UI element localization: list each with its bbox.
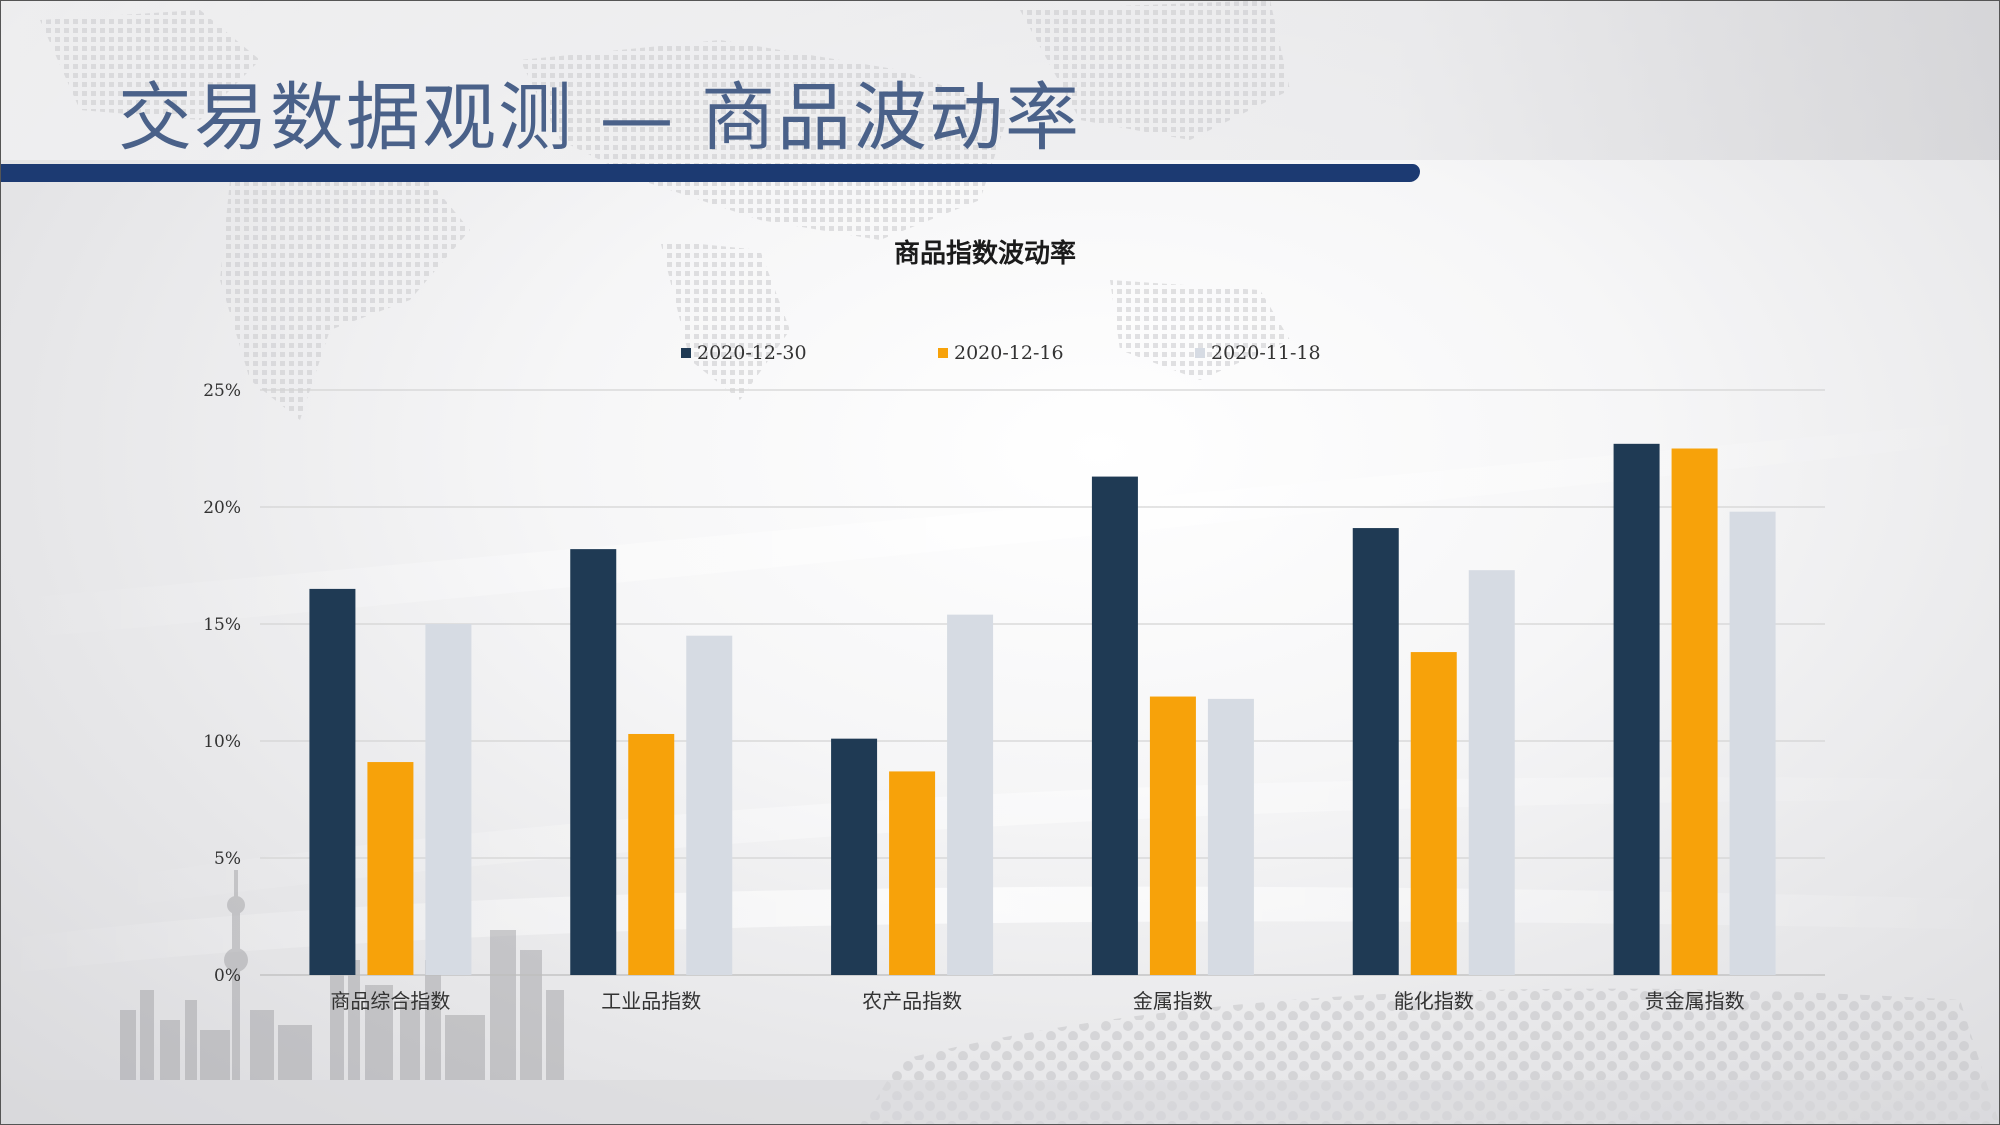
- legend-label-series-1: 2020-12-30: [697, 342, 807, 364]
- bar: [1352, 528, 1399, 975]
- bar: [1468, 570, 1515, 975]
- y-tick-label: 15%: [203, 615, 241, 635]
- y-tick-label: 5%: [214, 849, 241, 869]
- chart-title: 商品指数波动率: [893, 239, 1076, 269]
- x-category-label: 农产品指数: [862, 989, 962, 1013]
- bar: [425, 624, 472, 975]
- x-category-label: 商品综合指数: [330, 989, 450, 1013]
- legend-label-series-2: 2020-12-16: [954, 342, 1064, 364]
- bar: [889, 771, 936, 975]
- legend-swatch-series-3: [1195, 348, 1205, 358]
- bar: [367, 762, 414, 975]
- bar: [570, 549, 617, 975]
- legend-item-series-1: 2020-12-30: [681, 342, 807, 364]
- bar: [1729, 511, 1776, 975]
- bar: [1410, 652, 1457, 975]
- chart-legend: 2020-12-30 2020-12-16 2020-11-18: [0, 342, 2000, 372]
- y-tick-label: 0%: [214, 966, 241, 986]
- x-category-label: 贵金属指数: [1645, 989, 1745, 1013]
- y-tick-label: 25%: [203, 381, 241, 401]
- bar: [1207, 698, 1254, 975]
- bar: [1613, 443, 1660, 975]
- x-category-label: 工业品指数: [601, 989, 701, 1013]
- title-underline-bar: [0, 164, 1420, 182]
- bar: [947, 614, 994, 975]
- x-category-label: 金属指数: [1133, 989, 1213, 1013]
- bar: [1091, 476, 1138, 975]
- legend-swatch-series-1: [681, 348, 691, 358]
- y-tick-label: 20%: [203, 498, 241, 518]
- legend-swatch-series-2: [938, 348, 948, 358]
- bar: [628, 733, 675, 975]
- legend-item-series-2: 2020-12-16: [938, 342, 1064, 364]
- y-tick-label: 10%: [203, 732, 241, 752]
- bar: [831, 738, 878, 975]
- bar: [309, 588, 356, 975]
- bar: [1149, 696, 1196, 975]
- bar: [686, 635, 733, 975]
- x-category-label: 能化指数: [1394, 989, 1474, 1013]
- legend-item-series-3: 2020-11-18: [1195, 342, 1321, 364]
- bar: [1671, 448, 1718, 975]
- page-title: 交易数据观测 — 商品波动率: [118, 75, 1082, 161]
- legend-label-series-3: 2020-11-18: [1211, 342, 1321, 364]
